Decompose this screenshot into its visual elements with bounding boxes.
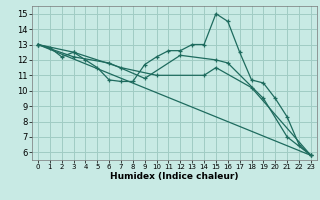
X-axis label: Humidex (Indice chaleur): Humidex (Indice chaleur) [110, 172, 239, 181]
